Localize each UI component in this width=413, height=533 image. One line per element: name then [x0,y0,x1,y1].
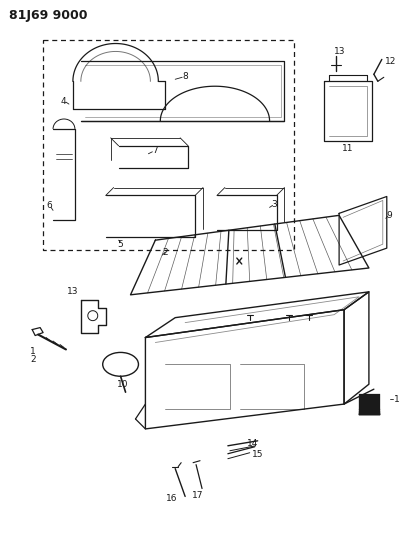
Text: 17: 17 [192,491,203,500]
Text: 8: 8 [182,72,188,81]
Text: 7: 7 [152,146,158,155]
Text: 6: 6 [46,201,52,210]
Text: 14: 14 [247,439,258,448]
Text: 2: 2 [30,355,36,364]
Text: 2: 2 [162,248,168,256]
Text: 13: 13 [67,287,78,296]
Text: 4: 4 [60,96,66,106]
Text: 3: 3 [271,200,277,209]
Text: 81J69 9000: 81J69 9000 [9,9,88,22]
Text: 1: 1 [30,347,36,356]
Text: 15: 15 [251,450,263,459]
Text: 12: 12 [384,57,396,66]
Text: 10: 10 [116,379,128,389]
Text: 11: 11 [342,144,353,154]
Text: 16: 16 [165,494,177,503]
Text: 13: 13 [334,47,345,56]
Text: 1: 1 [393,394,399,403]
Text: 5: 5 [117,240,123,249]
Text: 9: 9 [385,211,391,220]
